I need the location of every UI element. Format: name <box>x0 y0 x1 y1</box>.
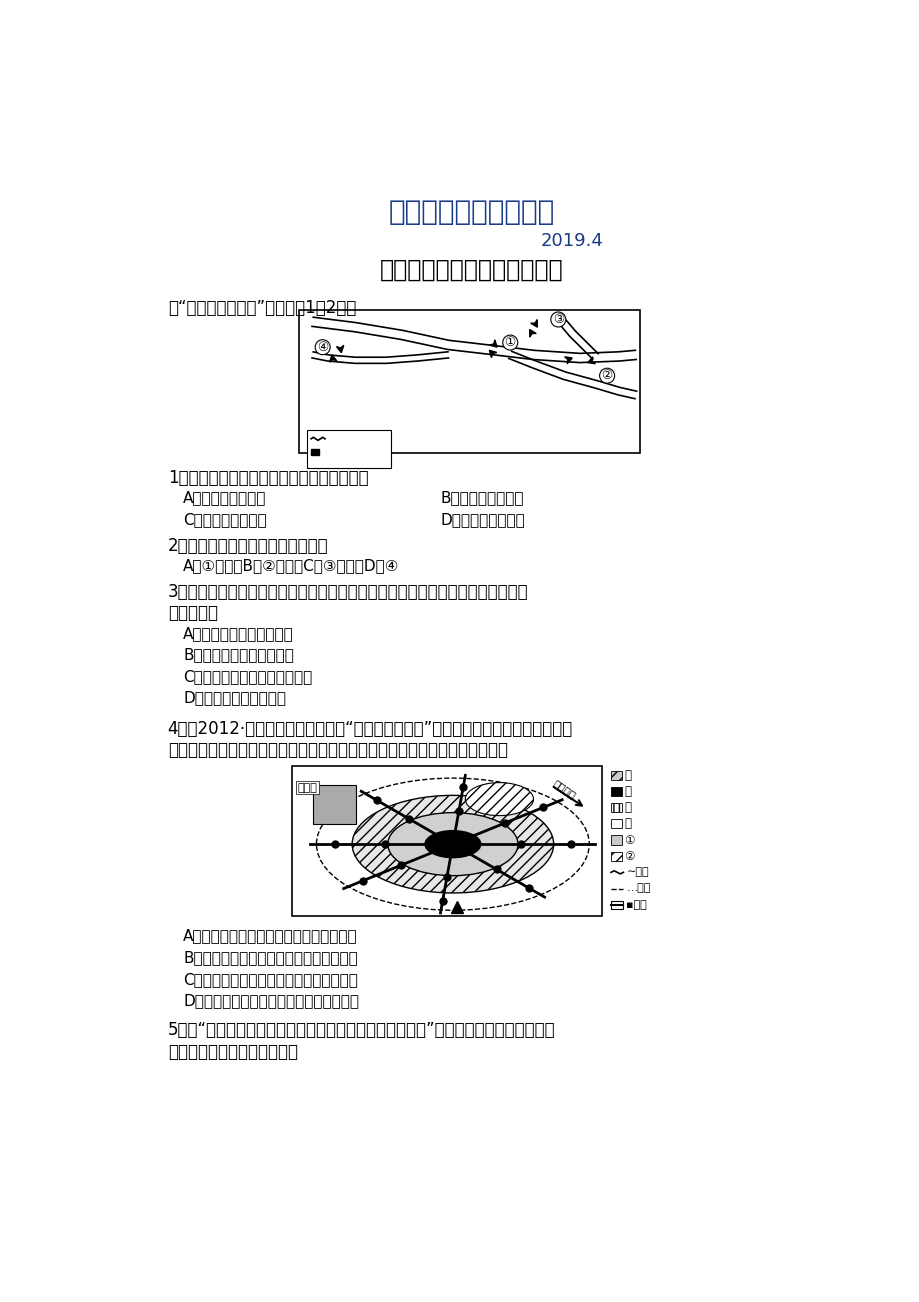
Ellipse shape <box>388 812 517 876</box>
Text: ④: ④ <box>317 341 328 354</box>
Text: D．带状、河流因素: D．带状、河流因素 <box>440 512 525 527</box>
Text: C．带状、气候因素: C．带状、气候因素 <box>183 512 267 527</box>
Text: 1．该地区形态及影响因素分别是（　　）。: 1．该地区形态及影响因素分别是（ ）。 <box>167 469 368 487</box>
Text: 该功能区最可能是（　　）。: 该功能区最可能是（ ）。 <box>167 1043 298 1061</box>
Text: ①: ① <box>505 336 516 349</box>
Bar <box>610 786 621 796</box>
Text: B．商业区　中心商务区　工业区　住宅区: B．商业区 中心商务区 工业区 住宅区 <box>183 950 357 965</box>
Text: B．耶路撒冷、大同、十堰: B．耶路撒冷、大同、十堰 <box>183 647 294 663</box>
Text: 大学城: 大学城 <box>298 783 317 793</box>
Text: 丙: 丙 <box>623 801 630 814</box>
Text: 2019.4: 2019.4 <box>540 232 603 250</box>
Bar <box>299 310 640 453</box>
Polygon shape <box>329 355 336 362</box>
Text: A．①　　　B．②　　　C．③　　　D．④: A．① B．② C．③ D．④ <box>183 559 399 573</box>
Bar <box>291 766 601 917</box>
Text: B．团状、地形因素: B．团状、地形因素 <box>440 491 524 505</box>
Text: 3．下列各组城市的排序，依次作为宗教圣地、矿产地和政治中心而兴起的一组是: 3．下列各组城市的排序，依次作为宗教圣地、矿产地和政治中心而兴起的一组是 <box>167 583 528 600</box>
Text: ②: ② <box>623 850 634 863</box>
Bar <box>610 836 621 845</box>
Text: A．中心商务区　商业区　住宅区　工业区: A．中心商务区 商业区 住宅区 工业区 <box>183 928 357 944</box>
Text: C．伊斯兰堡、大庆、巴西利亚: C．伊斯兰堡、大庆、巴西利亚 <box>183 669 312 684</box>
Text: 最新地理精品教学资料: 最新地理精品教学资料 <box>388 198 554 225</box>
Text: 读“某地区域分布图”，完成第1～2题。: 读“某地区域分布图”，完成第1～2题。 <box>167 298 356 316</box>
Text: 2．最早发展成城市的是（　　）。: 2．最早发展成城市的是（ ）。 <box>167 536 328 555</box>
Polygon shape <box>564 357 572 363</box>
Text: 5．读“某城市某功能区内的地铁分时段日均客运量统计图”，根据客流量的时段统计，: 5．读“某城市某功能区内的地铁分时段日均客运量统计图”，根据客流量的时段统计， <box>167 1021 555 1039</box>
Bar <box>610 771 621 780</box>
Text: ▪鐵路: ▪鐵路 <box>626 900 647 910</box>
Polygon shape <box>530 319 537 327</box>
Text: （　　）。: （ ）。 <box>167 604 218 622</box>
Text: 河流: 河流 <box>328 430 343 443</box>
Bar <box>307 430 391 469</box>
Text: A．拉萨、攀枝花、华盛顿: A．拉萨、攀枝花、华盛顿 <box>183 626 294 641</box>
Text: 第一节　　城市空间结构练习: 第一节 城市空间结构练习 <box>380 258 562 283</box>
Polygon shape <box>336 345 344 353</box>
Bar <box>610 803 621 812</box>
Bar <box>610 901 623 909</box>
Bar <box>610 852 621 861</box>
Ellipse shape <box>425 831 481 858</box>
Text: ②: ② <box>601 370 612 383</box>
Polygon shape <box>489 350 496 358</box>
Text: D．麦加、宝鸡、堪培拉: D．麦加、宝鸡、堪培拉 <box>183 690 286 706</box>
Text: ∼道路: ∼道路 <box>626 867 649 878</box>
Text: 居民点: 居民点 <box>323 445 345 458</box>
Ellipse shape <box>352 796 553 893</box>
Text: ③: ③ <box>552 312 563 326</box>
Text: …城区: …城区 <box>626 884 650 893</box>
Text: 4．（2012·山东青岛高一检测）读“某大城市示意图”（仅列出部分功能区，不包括全: 4．（2012·山东青岛高一检测）读“某大城市示意图”（仅列出部分功能区，不包括… <box>167 720 573 738</box>
Text: ①: ① <box>623 833 634 846</box>
Text: 乙: 乙 <box>623 785 630 798</box>
Text: 甲: 甲 <box>623 768 630 781</box>
Text: A．团状、河流因素: A．团状、河流因素 <box>183 491 267 505</box>
Text: D．中心商务区　工业区　住宅区　商业区: D．中心商务区 工业区 住宅区 商业区 <box>183 993 358 1008</box>
Text: 盛行风向: 盛行风向 <box>550 777 577 801</box>
Bar <box>311 449 319 454</box>
Polygon shape <box>529 329 536 337</box>
Polygon shape <box>587 357 595 363</box>
Text: C．中心商务区　住宅区　商业区　工业区: C．中心商务区 住宅区 商业区 工业区 <box>183 971 357 987</box>
Text: 丁: 丁 <box>623 818 630 831</box>
Bar <box>313 785 356 824</box>
Text: 部），甲、乙、丙、丁分别表示某种功能区，下列与其相对应的是（　　）。: 部），甲、乙、丙、丁分别表示某种功能区，下列与其相对应的是（ ）。 <box>167 741 507 759</box>
Ellipse shape <box>465 783 533 815</box>
Polygon shape <box>489 340 496 348</box>
Bar <box>610 819 621 828</box>
